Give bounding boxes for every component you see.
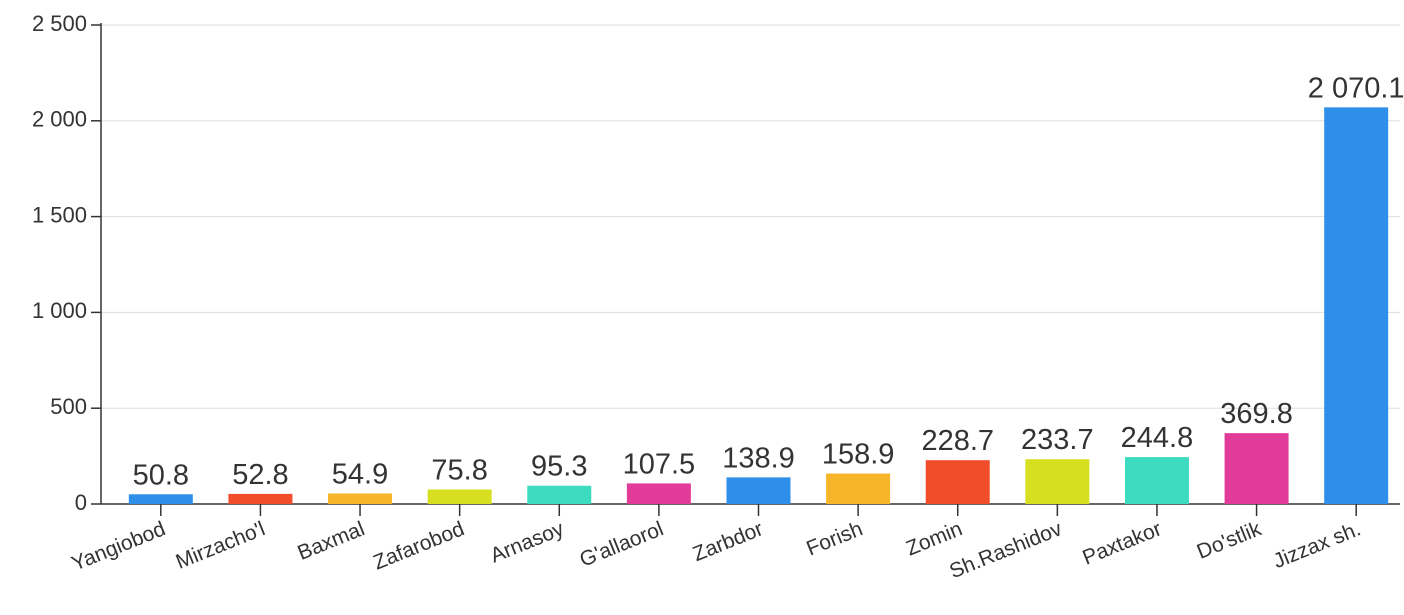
bar (128, 494, 193, 504)
value-label: 228.7 (921, 425, 994, 457)
value-label: 107.5 (623, 448, 696, 480)
x-tick-label: Do'stlik (1194, 517, 1265, 564)
x-tick-label: Arnasoy (487, 517, 568, 567)
bar (826, 473, 891, 504)
x-tick-label: Mirzacho'l (173, 517, 269, 573)
value-label: 2 070.1 (1308, 72, 1404, 104)
y-tick-label: 1 500 (32, 202, 87, 227)
y-tick-label: 2 000 (32, 107, 87, 132)
value-label: 52.8 (232, 459, 288, 491)
value-label: 138.9 (722, 442, 795, 474)
bar (228, 493, 293, 504)
x-tick-label: Baxmal (294, 517, 368, 565)
bar (328, 493, 393, 504)
value-label: 75.8 (431, 454, 487, 486)
y-tick-label: 1 000 (32, 298, 87, 323)
bar (1224, 433, 1289, 504)
bar (626, 483, 691, 504)
y-tick-label: 2 500 (32, 11, 87, 36)
y-tick-label: 500 (50, 394, 87, 419)
value-label: 54.9 (332, 458, 388, 490)
x-tick-label: Zafarobod (370, 517, 467, 574)
bar (726, 477, 791, 504)
value-label: 95.3 (531, 451, 587, 483)
x-tick-label: Zarbdor (690, 517, 767, 566)
x-tick-label: Zomin (903, 517, 966, 560)
x-tick-label: Sh.Rashidov (946, 517, 1065, 583)
y-tick-label: 0 (75, 490, 87, 515)
value-label: 244.8 (1121, 422, 1194, 454)
bar (427, 489, 492, 504)
value-label: 50.8 (133, 459, 189, 491)
value-label: 158.9 (822, 439, 895, 471)
bar (1025, 459, 1090, 504)
x-tick-label: G'allaorol (576, 517, 666, 571)
bar (1324, 107, 1389, 505)
x-tick-label: Yangiobod (68, 517, 168, 575)
bar (1124, 457, 1189, 504)
x-tick-label: Paxtakor (1079, 517, 1164, 569)
bar (527, 485, 592, 504)
bar (925, 460, 990, 504)
x-tick-label: Jizzax sh. (1270, 517, 1364, 573)
value-label: 233.7 (1021, 424, 1094, 456)
value-label: 369.8 (1220, 398, 1293, 430)
x-tick-label: Forish (803, 517, 866, 560)
